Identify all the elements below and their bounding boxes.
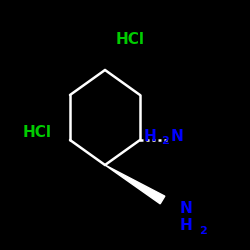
Text: HCl: HCl [116, 32, 144, 48]
Text: HCl: HCl [23, 125, 52, 140]
Text: N: N [171, 129, 183, 144]
Text: N: N [180, 201, 193, 216]
Text: H: H [180, 218, 193, 232]
Text: 2: 2 [161, 136, 168, 146]
Polygon shape [105, 165, 165, 204]
Text: 2: 2 [199, 226, 206, 235]
Text: H: H [144, 129, 156, 144]
